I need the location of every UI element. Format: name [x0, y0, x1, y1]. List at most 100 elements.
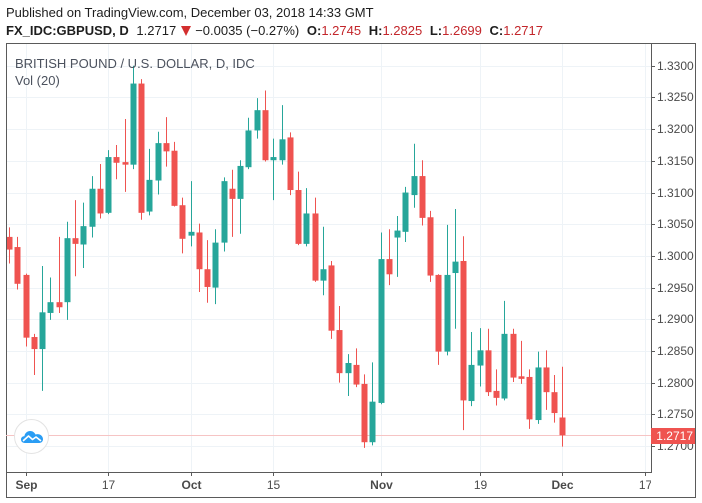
candle[interactable] [31, 333, 38, 376]
candle[interactable] [287, 132, 294, 196]
candle[interactable] [452, 209, 459, 329]
candle[interactable] [72, 200, 79, 277]
candle-body [138, 83, 145, 213]
down-triangle-icon [181, 26, 192, 36]
candle[interactable] [394, 215, 401, 277]
candle[interactable] [518, 340, 525, 384]
candle[interactable] [386, 229, 393, 286]
candle[interactable] [221, 177, 228, 252]
candle[interactable] [328, 260, 335, 339]
last-price: 1.2717 [136, 23, 177, 38]
candle-body [435, 274, 442, 352]
candle[interactable] [402, 186, 409, 242]
candle[interactable] [312, 197, 319, 282]
candle-body [402, 192, 409, 232]
candle[interactable] [179, 197, 186, 254]
candle[interactable] [493, 369, 500, 406]
candle[interactable] [295, 171, 302, 246]
price-tick-label: 1.3300 [657, 59, 694, 73]
candle[interactable] [262, 90, 269, 162]
candle-body [80, 226, 87, 245]
candle[interactable] [64, 221, 71, 320]
candle[interactable] [501, 300, 508, 401]
candle[interactable] [204, 240, 211, 303]
candle[interactable] [163, 117, 170, 167]
candle[interactable] [551, 375, 558, 423]
candle[interactable] [468, 331, 475, 407]
candle-body [64, 238, 71, 303]
candle[interactable] [23, 273, 30, 347]
time-axis[interactable]: Sep 17 Oct 15 Nov 19 Dec 17 [6, 473, 651, 496]
candle[interactable] [460, 236, 467, 431]
candle-body [386, 259, 393, 275]
candle-body [361, 383, 368, 443]
tradingview-watermark[interactable] [14, 419, 49, 454]
candle-body [270, 157, 277, 161]
time-tick-label: Oct [181, 478, 202, 492]
candle[interactable] [56, 236, 63, 313]
price-tick-label: 1.3050 [657, 217, 694, 231]
candle-body [254, 110, 261, 131]
ohlc-open: O:1.2745 [307, 23, 361, 38]
candle[interactable] [89, 176, 96, 238]
ohlc-close: C:1.2717 [490, 23, 543, 38]
time-tick-label: 17 [638, 478, 651, 492]
candle[interactable] [477, 328, 484, 387]
candle[interactable] [105, 150, 112, 215]
candle[interactable] [245, 117, 252, 170]
candle[interactable] [254, 98, 261, 139]
candle[interactable] [229, 169, 236, 237]
candle-body [526, 376, 533, 420]
candle-body [411, 176, 418, 196]
candle[interactable] [113, 145, 120, 180]
candle[interactable] [369, 362, 376, 446]
candle[interactable] [361, 374, 368, 448]
price-change: −0.0035 (−0.27%) [195, 23, 300, 38]
candle[interactable] [510, 328, 517, 383]
indicator-label[interactable]: Vol (20) [15, 73, 60, 88]
candle[interactable] [336, 305, 343, 383]
candle-body [39, 312, 46, 350]
candle[interactable] [435, 274, 442, 365]
ohlc-low-value: 1.2699 [442, 23, 482, 38]
candle[interactable] [122, 119, 129, 192]
candle[interactable] [485, 328, 492, 396]
candle[interactable] [559, 366, 566, 447]
candle[interactable] [47, 277, 54, 320]
candle[interactable] [97, 164, 104, 219]
candle[interactable] [80, 202, 87, 268]
candle[interactable] [543, 350, 550, 410]
time-tick-label: Dec [551, 478, 574, 492]
candle[interactable] [14, 236, 21, 290]
price-tick-label: 1.2850 [657, 344, 694, 358]
candle[interactable] [411, 143, 418, 208]
candle[interactable] [303, 188, 310, 247]
candle[interactable] [155, 131, 162, 195]
candle[interactable] [270, 138, 277, 201]
candle-body [212, 242, 219, 288]
candle[interactable] [345, 354, 352, 396]
candle[interactable] [39, 266, 46, 391]
candle[interactable] [320, 226, 327, 296]
candle[interactable] [279, 105, 286, 165]
candle[interactable] [188, 181, 195, 247]
candle-body [23, 274, 30, 338]
candle[interactable] [212, 229, 219, 305]
candle[interactable] [146, 148, 153, 216]
candle[interactable] [138, 79, 145, 220]
candle[interactable] [237, 160, 244, 234]
candle[interactable] [526, 369, 533, 429]
candle[interactable] [535, 351, 542, 424]
published-line: Published on TradingView.com, December 0… [6, 5, 374, 20]
candle[interactable] [378, 232, 385, 405]
candle[interactable] [444, 224, 451, 356]
candle[interactable] [427, 210, 434, 282]
candle[interactable] [196, 223, 203, 293]
candle[interactable] [353, 348, 360, 388]
candle[interactable] [419, 160, 426, 226]
candle[interactable] [171, 141, 178, 207]
time-tick-label: Nov [370, 478, 393, 492]
candle[interactable] [130, 65, 137, 170]
candle[interactable] [7, 227, 13, 264]
